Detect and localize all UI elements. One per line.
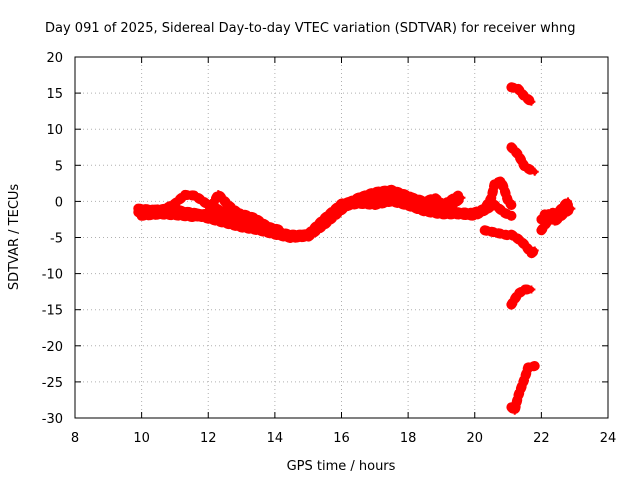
y-tick-label: 0 [55, 195, 63, 210]
data-point [220, 206, 229, 215]
y-tick-label: -25 [42, 376, 63, 391]
data-point [404, 201, 413, 210]
data-point [530, 362, 539, 371]
data-point [277, 226, 286, 235]
chart-title: Day 091 of 2025, Sidereal Day-to-day VTE… [45, 21, 576, 36]
data-point [507, 300, 516, 309]
x-tick-label: 16 [333, 431, 350, 446]
y-tick-label: -15 [42, 304, 63, 319]
data-point [507, 83, 516, 92]
data-point [437, 210, 446, 219]
y-axis-label: SDTVAR / TECUs [7, 184, 22, 291]
data-point [520, 162, 529, 171]
data-point [540, 210, 549, 219]
data-point [430, 193, 439, 202]
data-point [417, 198, 426, 207]
axis-ticks: 8 10 12 14 16 18 20 22 24 -30 -25 -20 -15 -10 -5 0 5 10 15… [42, 51, 617, 446]
data-point [527, 285, 536, 294]
data-point [514, 289, 523, 298]
data-point [420, 207, 429, 216]
data-point [550, 217, 559, 226]
data-point [527, 97, 536, 106]
data-point [487, 193, 496, 202]
data-point [520, 92, 529, 101]
data-point [514, 234, 523, 243]
data-point [470, 210, 479, 219]
data-point [204, 210, 213, 219]
data-point [560, 208, 569, 217]
data-point [490, 228, 499, 237]
data-point [507, 211, 516, 220]
x-tick-label: 10 [133, 431, 150, 446]
y-tick-label: -20 [42, 340, 63, 355]
x-tick-label: 20 [466, 431, 483, 446]
data-point [180, 190, 189, 199]
data-point [480, 206, 489, 215]
data-point [490, 201, 499, 210]
data-layer [133, 82, 577, 416]
data-point [144, 206, 153, 215]
y-tick-label: -5 [50, 232, 63, 247]
data-point [404, 191, 413, 200]
data-point [507, 143, 516, 152]
data-point [500, 186, 509, 195]
data-point [454, 210, 463, 219]
series-markers-arc-13 [506, 361, 540, 416]
data-point [507, 230, 516, 239]
y-tick-label: -10 [42, 268, 63, 283]
x-tick-label: 22 [533, 431, 550, 446]
data-point [530, 167, 539, 176]
data-point [514, 84, 523, 93]
x-tick-label: 14 [267, 431, 284, 446]
data-point [497, 177, 506, 186]
x-axis-label: GPS time / hours [287, 459, 396, 474]
x-tick-label: 18 [400, 431, 417, 446]
y-tick-label: 10 [46, 123, 63, 138]
series-markers-arc-16 [539, 203, 577, 227]
data-point [507, 201, 516, 210]
data-point [184, 208, 193, 217]
data-point [264, 222, 273, 231]
data-point [214, 190, 223, 199]
data-point [220, 219, 229, 228]
data-point [250, 214, 259, 223]
data-point [490, 179, 499, 188]
data-point [520, 240, 529, 249]
data-point [520, 374, 529, 383]
data-point [354, 193, 363, 202]
y-tick-label: -30 [42, 412, 63, 427]
y-tick-label: 15 [46, 87, 63, 102]
data-point [524, 363, 533, 372]
data-point [304, 230, 313, 239]
data-point [387, 197, 396, 206]
data-point [530, 246, 539, 255]
x-tick-label: 8 [71, 431, 79, 446]
data-point [287, 230, 296, 239]
data-point [457, 193, 466, 202]
data-point [370, 201, 379, 210]
data-point [480, 226, 489, 235]
data-point [337, 201, 346, 210]
x-tick-label: 24 [600, 431, 617, 446]
data-point [514, 392, 523, 401]
data-point [387, 185, 396, 194]
data-point [164, 204, 173, 213]
data-point [137, 211, 146, 220]
data-point [537, 226, 546, 235]
data-point [320, 216, 329, 225]
data-point [444, 204, 453, 213]
data-point [500, 208, 509, 217]
series-markers-arc-12 [506, 284, 537, 310]
y-tick-label: 5 [55, 159, 63, 174]
y-tick-label: 20 [46, 51, 63, 66]
data-point [510, 406, 519, 415]
x-tick-label: 12 [200, 431, 217, 446]
data-point [190, 191, 199, 200]
data-point [370, 188, 379, 197]
data-point [237, 209, 246, 218]
data-point [514, 150, 523, 159]
data-point [567, 204, 576, 213]
series-markers-arc-7 [469, 200, 517, 221]
